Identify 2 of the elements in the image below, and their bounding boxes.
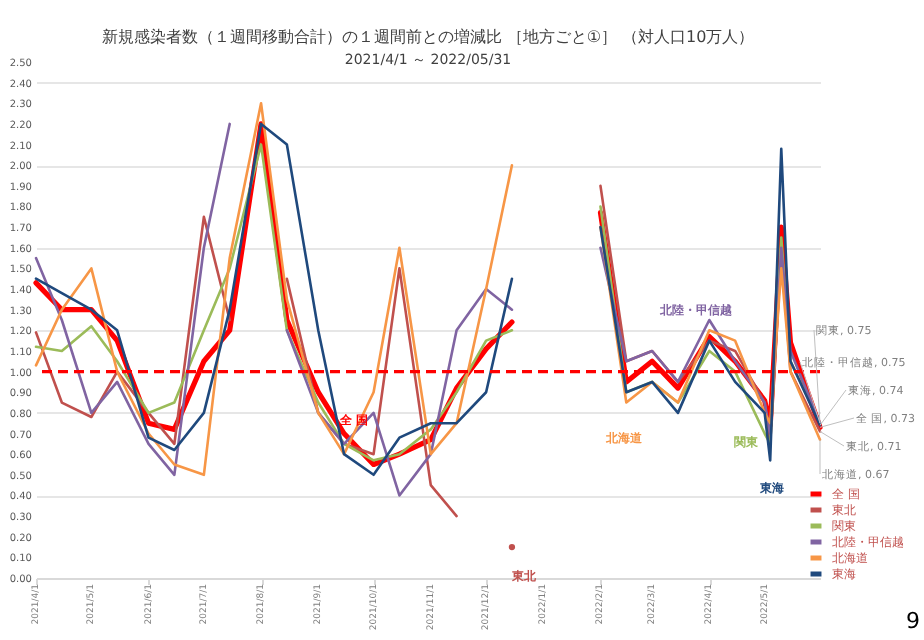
chart-title: 新規感染者数（１週間移動合計）の１週間前との増減比 ［地方ごと①］ （対人口10万人）	[101, 28, 755, 46]
text: 9	[906, 608, 920, 634]
